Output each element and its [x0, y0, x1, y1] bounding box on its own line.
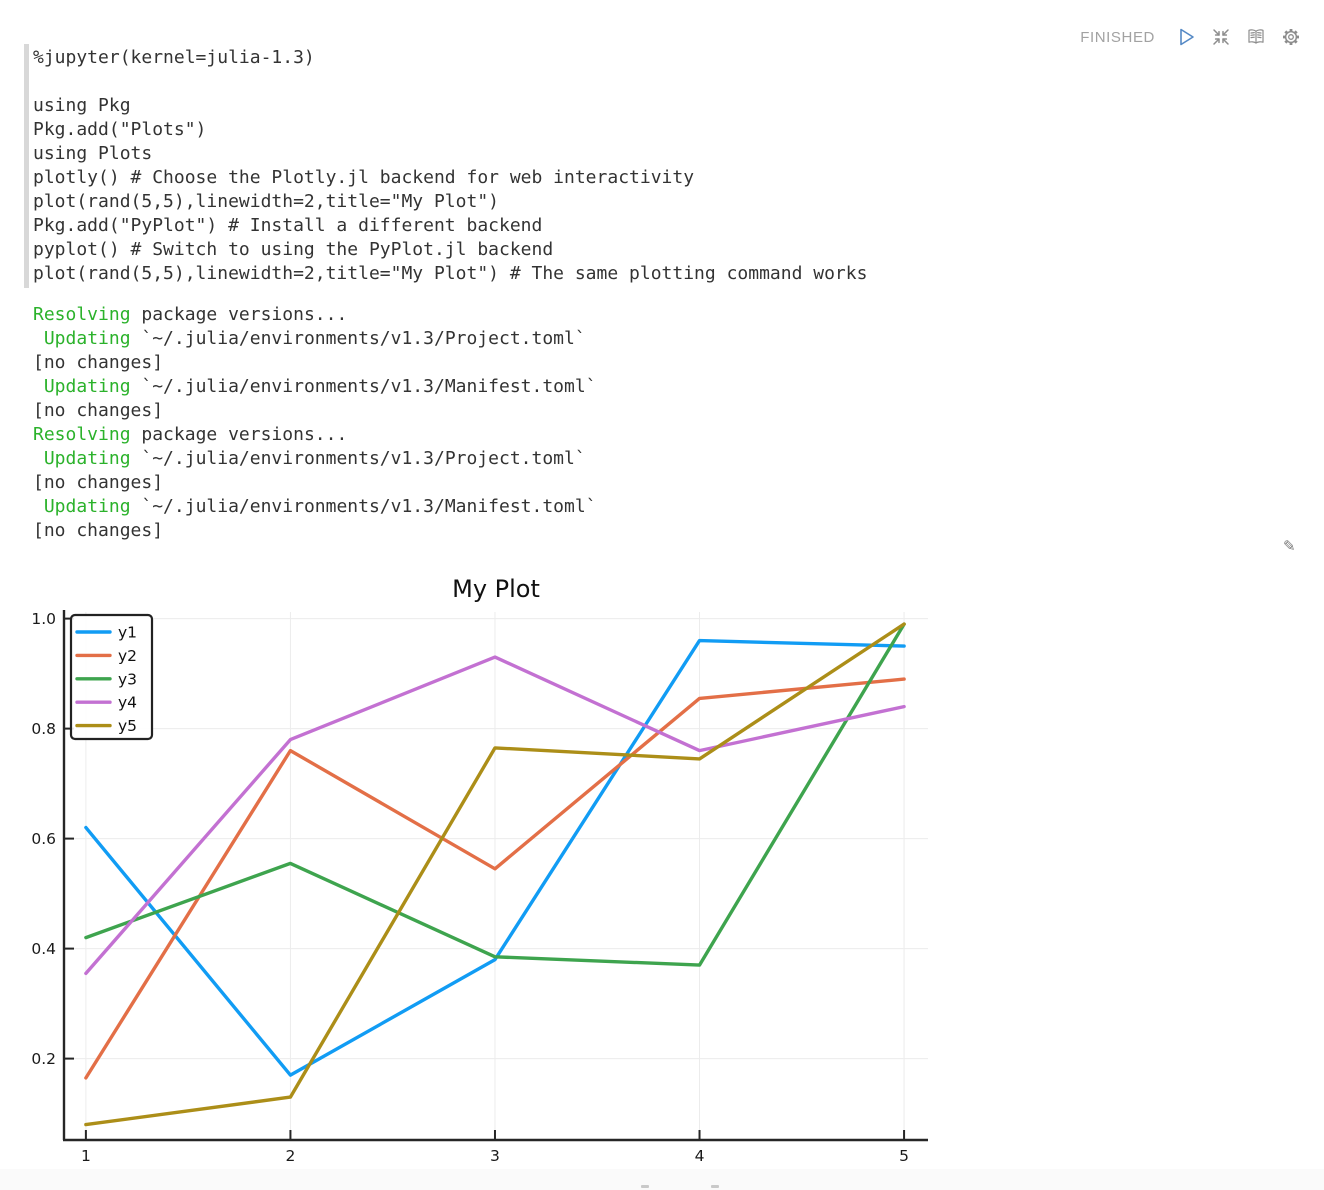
chart-title: My Plot: [452, 575, 540, 603]
status-badge: FINISHED: [1080, 28, 1155, 46]
code-editor[interactable]: %jupyter(kernel=julia-1.3) using Pkg Pkg…: [24, 44, 875, 288]
cutoff-mark: [711, 1185, 719, 1188]
y-tick-label: 1.0: [31, 610, 56, 628]
y-tick-label: 0.4: [31, 940, 56, 958]
x-tick-label: 3: [490, 1147, 500, 1165]
series-line-y2: [84, 677, 906, 1080]
x-tick-label: 5: [899, 1147, 909, 1165]
y-tick-label: 0.8: [31, 720, 56, 738]
gear-icon[interactable]: [1280, 26, 1302, 48]
legend-label-y2: y2: [118, 647, 137, 665]
y-tick-label: 0.2: [31, 1050, 56, 1068]
paragraph-controls: FINISHED: [1080, 26, 1302, 48]
pyplot-figure: 0.2 0.4 0.6 0.8 1.0 1 2 3 4 5 y1 y2 y3 y4 y5 My Plot: [31, 575, 928, 1165]
legend-label-y5: y5: [118, 717, 137, 735]
legend-label-y1: y1: [118, 624, 137, 642]
cutoff-mark: [641, 1185, 649, 1188]
legend-label-y3: y3: [118, 670, 137, 688]
legend: y1 y2 y3 y4 y5: [69, 613, 154, 741]
collapse-icon[interactable]: [1210, 26, 1232, 48]
execution-output: Resolving package versions... Updating `…: [33, 304, 597, 541]
x-tick-label: 2: [285, 1147, 295, 1165]
book-icon[interactable]: [1245, 26, 1267, 48]
series-line-y5: [84, 622, 906, 1127]
next-paragraph-strip: [0, 1169, 1324, 1190]
run-play-icon[interactable]: [1175, 26, 1197, 48]
series-line-y3: [84, 622, 906, 967]
y-tick-label: 0.6: [31, 830, 56, 848]
edit-pencil-icon[interactable]: ✎: [1283, 537, 1296, 555]
legend-label-y4: y4: [118, 694, 137, 712]
legend-box: [69, 613, 154, 741]
series-line-y1: [84, 638, 906, 1077]
x-tick-label: 4: [695, 1147, 705, 1165]
chart-output: 0.2 0.4 0.6 0.8 1.0 1 2 3 4 5 y1 y2 y3 y4 y5 My Plot: [30, 563, 930, 1175]
x-tick-label: 1: [81, 1147, 91, 1165]
series-line-y4: [84, 655, 906, 976]
